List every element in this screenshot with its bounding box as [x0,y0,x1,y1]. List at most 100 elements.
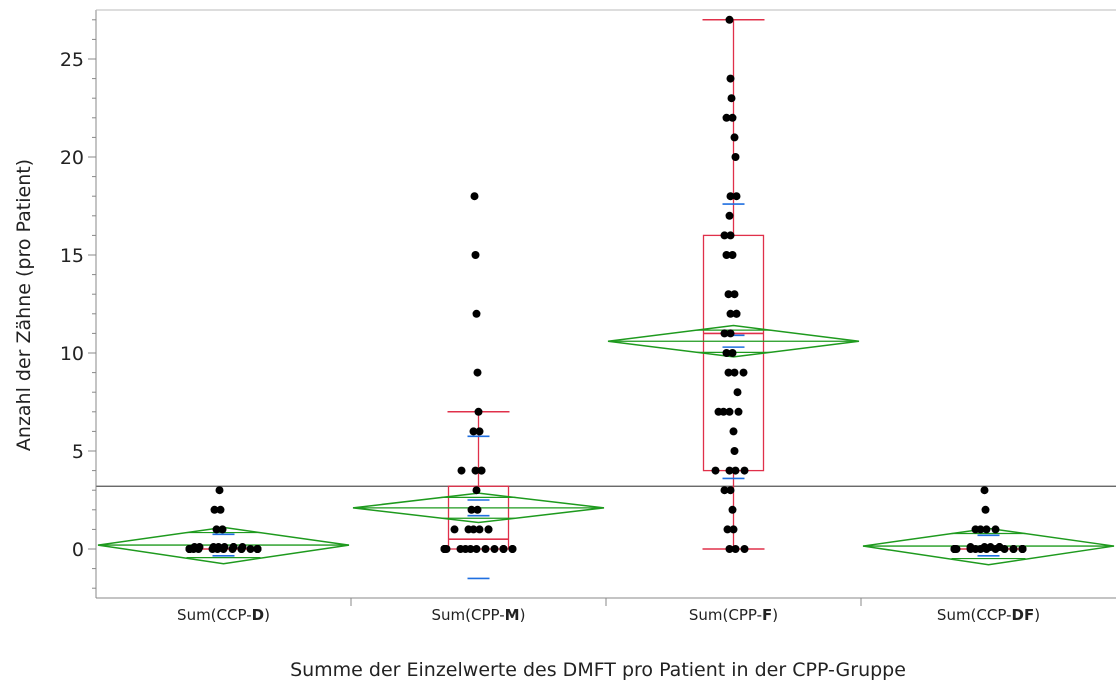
axes: 0 5 10 15 20 25 Sum(CCP-D) Sum(CPP-M) Sum(CPP-F)… [60,9,1116,624]
data-point [726,192,735,201]
data-point [215,486,224,495]
data-point [991,525,1000,534]
data-point [724,368,733,377]
data-point [720,486,729,495]
y-tick-label: 10 [60,343,84,365]
group-4 [862,486,1115,566]
x-axis-title: Summe der Einzelwerte des DMFT pro Patie… [290,659,906,681]
group-3 [607,15,860,553]
data-point [490,545,499,553]
data-point [722,251,731,259]
data-point [739,368,748,377]
data-point [440,545,449,553]
data-point [499,545,508,553]
data-point [471,251,480,259]
data-point [729,525,738,534]
data-point [469,427,478,436]
data-point [730,290,739,299]
data-point [732,309,741,318]
data-point [725,15,734,24]
data-point [726,74,735,83]
x-category-label: Sum(CPP-M) [432,606,526,624]
data-point [457,466,466,475]
data-point [734,407,743,416]
data-point [472,486,481,495]
data-point [740,545,749,553]
data-point [475,427,484,436]
data-point [450,525,459,534]
data-point [464,525,473,534]
data-point [475,525,484,534]
y-tick-label: 20 [60,147,84,169]
data-point [473,505,482,514]
data-point [731,545,740,553]
x-category-label: Sum(CPP-F) [689,606,778,624]
data-point [725,407,734,416]
data-point [725,545,734,553]
data-point [210,505,219,514]
data-point [467,505,476,514]
data-point [726,231,735,240]
data-point [725,211,734,220]
data-point [720,231,729,240]
data-point [726,329,735,338]
data-point [727,94,736,103]
data-point [725,466,734,475]
data-point [982,525,991,534]
data-point [474,407,483,416]
data-point [981,505,990,514]
data-point [730,368,739,377]
data-point [740,466,749,475]
data-point [980,486,989,495]
data-point [722,113,731,122]
data-point [724,290,733,299]
data-point [711,466,720,475]
data-point [481,545,490,553]
y-tick-label: 5 [72,441,84,463]
data-point [484,525,493,534]
data-point [728,349,737,357]
data-point [731,153,740,161]
y-tick-label: 0 [72,539,84,561]
data-point [966,545,975,553]
data-point [728,505,737,514]
data-point [991,545,1000,553]
data-point [1009,545,1018,553]
data-point [212,525,221,534]
data-point [185,545,194,553]
y-axis-title: Anzahl der Zähne (pro Patient) [13,159,35,451]
data-point [732,192,741,201]
data-point [477,466,486,475]
data-point [218,525,227,534]
data-point [982,545,991,553]
data-point [456,545,465,553]
data-point [472,309,481,318]
y-tick-label: 15 [60,245,84,267]
data-point [726,309,735,318]
data-point [723,525,732,534]
data-point [253,545,262,553]
data-point [722,349,731,357]
group-1 [97,486,350,565]
data-point [714,407,723,416]
data-point [472,545,481,553]
data-point [733,388,742,397]
group-2 [352,192,605,580]
data-point [246,545,255,553]
data-point [728,251,737,259]
data-point [726,486,735,495]
data-point [730,447,739,455]
data-point [1000,545,1009,553]
data-point [208,545,217,553]
data-point [471,466,480,475]
y-tick-label: 25 [60,49,84,71]
data-point [228,545,237,553]
data-point [730,133,739,142]
data-point [470,192,479,201]
x-category-label: Sum(CCP-DF) [937,606,1040,624]
data-point [971,525,980,534]
data-point [720,329,729,338]
data-point [1018,545,1027,553]
data-point [508,545,517,553]
